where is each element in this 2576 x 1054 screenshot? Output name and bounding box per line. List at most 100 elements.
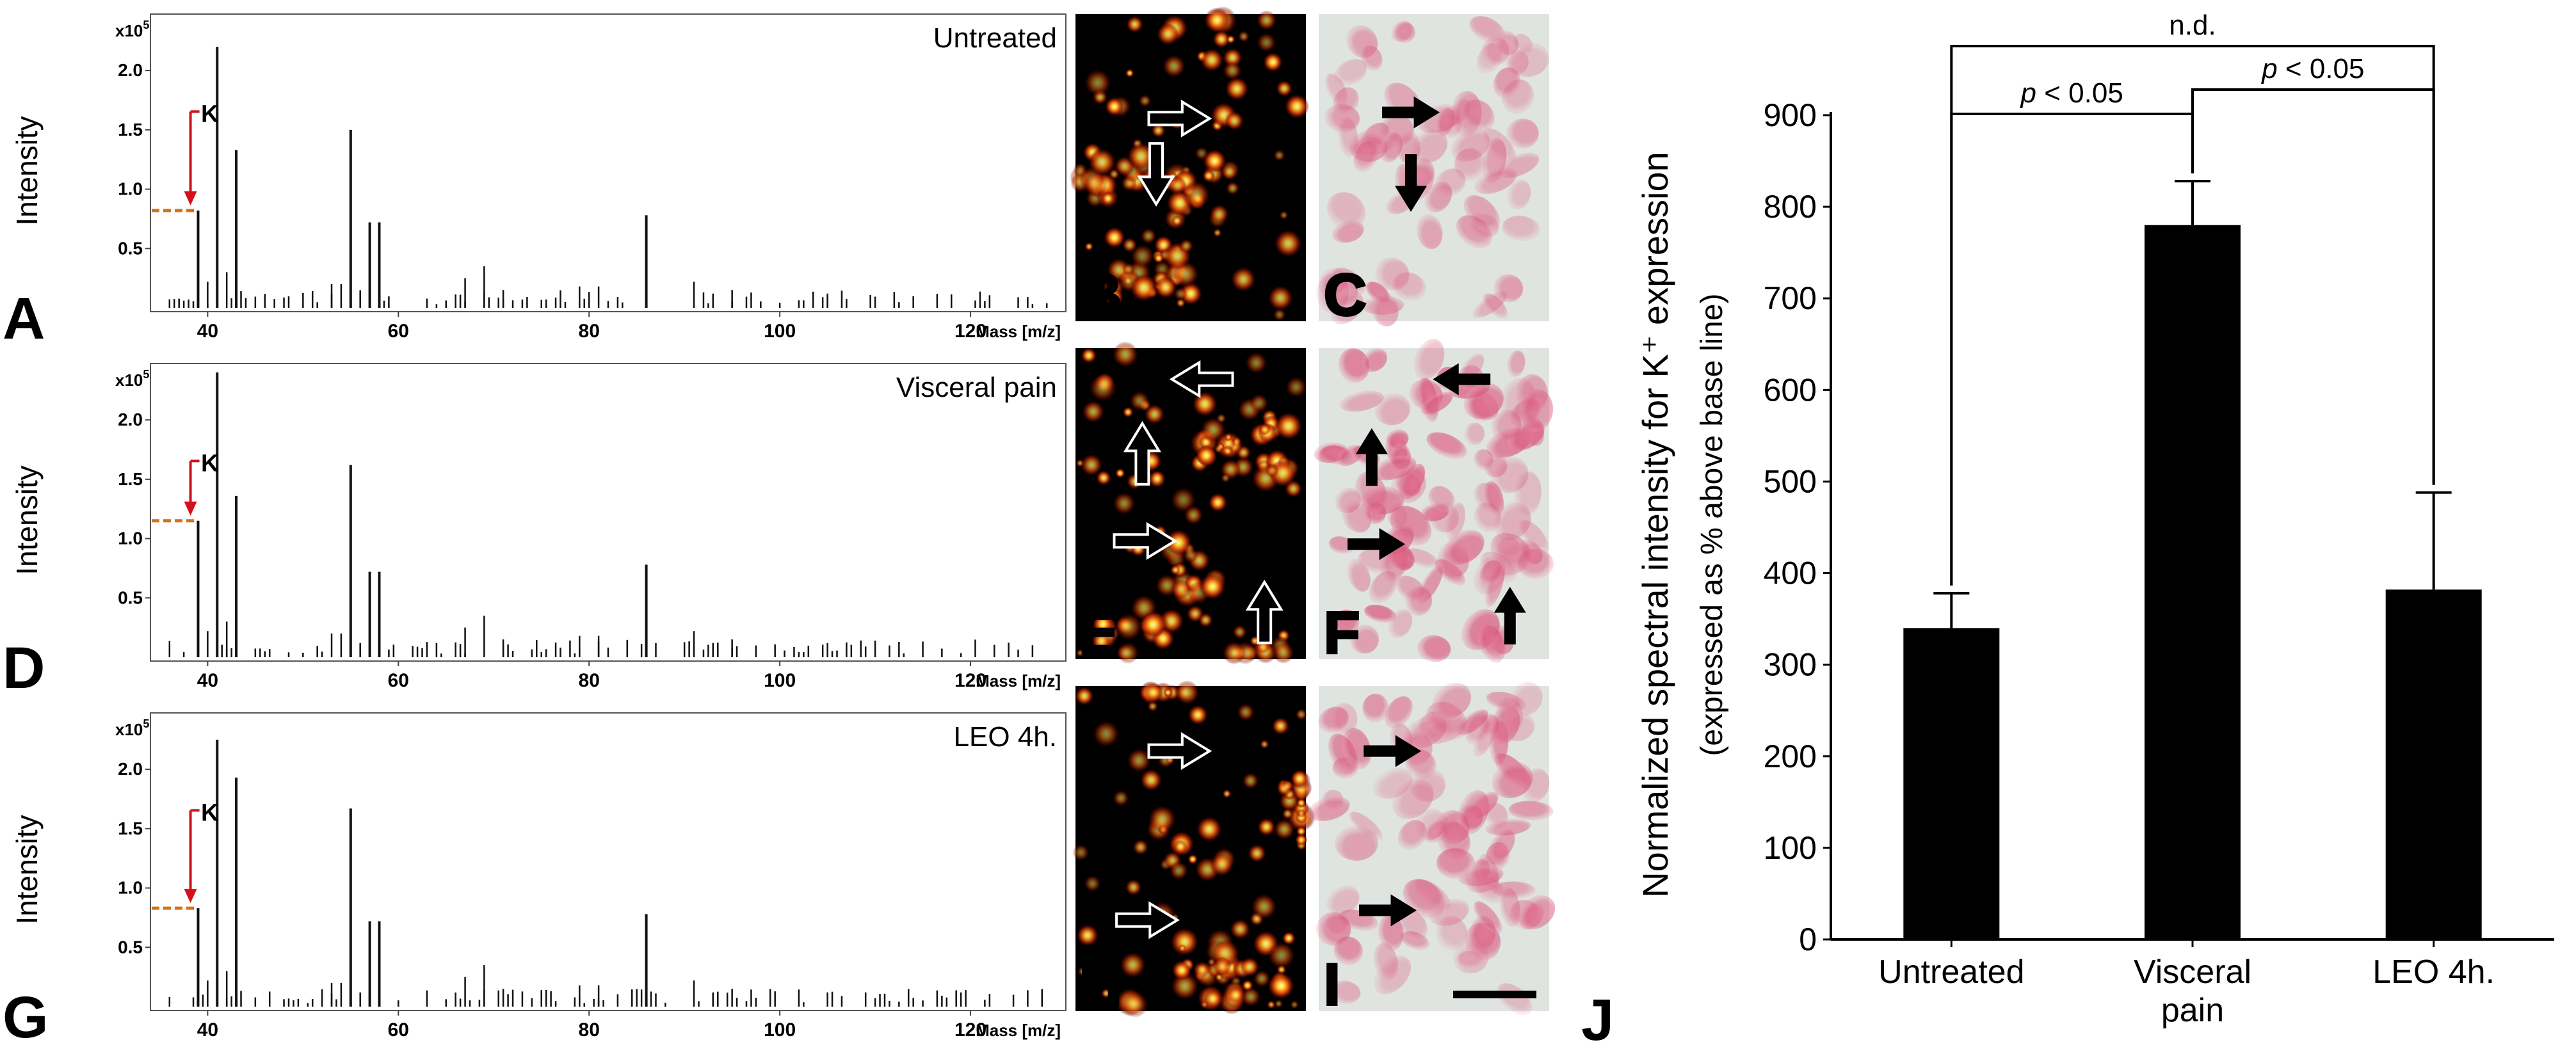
- y-axis-label: Intensity: [10, 116, 44, 225]
- exponent-power: 5: [143, 717, 149, 730]
- x-tick-label: 100: [764, 321, 796, 342]
- heatmap-spot: [1075, 686, 1094, 706]
- heatmap-spot: [1151, 123, 1166, 138]
- exponent-label: x105: [115, 717, 149, 739]
- heatmap-spot: [1232, 625, 1247, 639]
- heatmap-spot: [1195, 445, 1217, 467]
- heatmap-panel-b: B: [1069, 6, 1310, 329]
- heatmap-spot: [1192, 391, 1218, 417]
- exponent-base: x10: [115, 21, 143, 40]
- p-symbol: p: [2260, 53, 2277, 84]
- stained-cell: [1378, 914, 1404, 951]
- heatmap-spot: [1171, 215, 1183, 227]
- heatmap-spot: [1127, 142, 1155, 171]
- heatmap-spot: [1214, 445, 1223, 454]
- stained-cell: [1428, 486, 1455, 513]
- p-symbol: p: [2020, 77, 2036, 109]
- k-arrow-head: [184, 191, 197, 205]
- spectrum-plot-frame: [150, 13, 1067, 312]
- heatmap-spot: [1081, 347, 1097, 363]
- heatmap-spot: [1115, 468, 1125, 479]
- heatmap-spot: [1168, 175, 1187, 195]
- histology-arrow-right: [1348, 528, 1405, 561]
- category-label: Visceral: [2134, 954, 2251, 991]
- heatmap-spot: [1179, 239, 1193, 253]
- stained-cell: [1426, 432, 1467, 459]
- j-y-tick-label: 300: [1764, 647, 1817, 683]
- stained-cell: [1397, 820, 1427, 850]
- heatmap-spot: [1170, 579, 1191, 600]
- heatmap-spot: [1223, 61, 1242, 81]
- heatmap-spot: [1222, 789, 1232, 799]
- y-tick-label: 1.5: [118, 818, 143, 838]
- stained-cell: [1465, 715, 1491, 746]
- stained-cell: [1518, 388, 1554, 433]
- heatmap-arrow-right: [1147, 99, 1212, 138]
- heatmap-spot: [1125, 68, 1134, 77]
- heatmap-spot: [1139, 611, 1167, 638]
- heatmap-spot: [1203, 149, 1227, 173]
- j-y-axis-sublabel: (expressed as % above base line): [1695, 293, 1729, 756]
- histology-arrow-up: [1493, 587, 1526, 644]
- heatmap-spot: [1224, 433, 1233, 442]
- heatmap-spot: [1221, 164, 1237, 180]
- stained-cell: [1469, 16, 1506, 44]
- stained-cell: [1479, 560, 1503, 586]
- y-tick-label: 2.0: [118, 410, 143, 429]
- y-axis-label: Intensity: [10, 465, 44, 575]
- heatmap-panel-h: H: [1072, 680, 1316, 1019]
- stained-cell: [1491, 456, 1529, 493]
- heatmap-spot: [1225, 111, 1244, 131]
- y-tick-label: 0.5: [118, 587, 143, 607]
- heatmap-spot: [1083, 172, 1108, 197]
- stained-cell: [1474, 449, 1494, 470]
- category-label: Untreated: [1878, 954, 2024, 991]
- x-tick-label: 40: [197, 1019, 218, 1041]
- heatmap-spot: [1271, 717, 1290, 735]
- x-tick-label: 60: [388, 670, 409, 691]
- condition-label: LEO 4h.: [954, 721, 1057, 753]
- significance-label: p < 0.05: [2020, 77, 2123, 109]
- heatmap-arrow-left: [1169, 360, 1234, 399]
- heatmap-spot: [1163, 688, 1173, 698]
- heatmap-spot: [1154, 276, 1177, 299]
- x-axis-label: Mass [m/z]: [976, 671, 1061, 691]
- heatmap-spot: [1267, 1000, 1276, 1009]
- heatmap-spot: [1104, 227, 1125, 248]
- heatmap-spot: [1212, 30, 1230, 49]
- stained-cell: [1355, 472, 1387, 514]
- panel-letter-c: C: [1324, 262, 1366, 328]
- heatmap-spot: [1112, 341, 1139, 368]
- heatmap-spot: [1248, 844, 1266, 863]
- stained-cell: [1333, 87, 1360, 116]
- heatmap-spot: [1115, 613, 1143, 641]
- heatmap-spot: [1282, 808, 1294, 820]
- stained-cell: [1474, 167, 1517, 195]
- p-value: < 0.05: [2036, 77, 2123, 109]
- x-tick-label: 40: [197, 321, 218, 342]
- stained-cell: [1506, 118, 1539, 149]
- stained-cell: [1483, 481, 1504, 516]
- stained-cell: [1518, 895, 1556, 930]
- heatmap-spot: [1242, 772, 1259, 789]
- stained-cell: [1458, 865, 1504, 886]
- stained-cell: [1493, 67, 1520, 99]
- stained-cell: [1330, 703, 1358, 736]
- stained-cell: [1384, 696, 1413, 729]
- stained-cell: [1307, 796, 1350, 822]
- x-tick-label: 120: [954, 321, 986, 342]
- heatmap-spot: [1209, 204, 1229, 224]
- heatmap-spot: [1082, 400, 1105, 423]
- stained-cell: [1502, 216, 1540, 241]
- heatmap-spot: [1273, 149, 1285, 161]
- stained-cell: [1493, 274, 1524, 303]
- p-value: n.d.: [2169, 10, 2216, 41]
- heatmap-spot: [1208, 493, 1228, 512]
- histology-arrow-right: [1382, 96, 1440, 129]
- stained-cell: [1396, 575, 1426, 603]
- stained-cell: [1429, 898, 1469, 926]
- k-arrow-head: [184, 501, 197, 516]
- stained-cell: [1483, 293, 1508, 319]
- j-y-tick-label: 200: [1764, 739, 1817, 774]
- stained-cell: [1443, 530, 1485, 565]
